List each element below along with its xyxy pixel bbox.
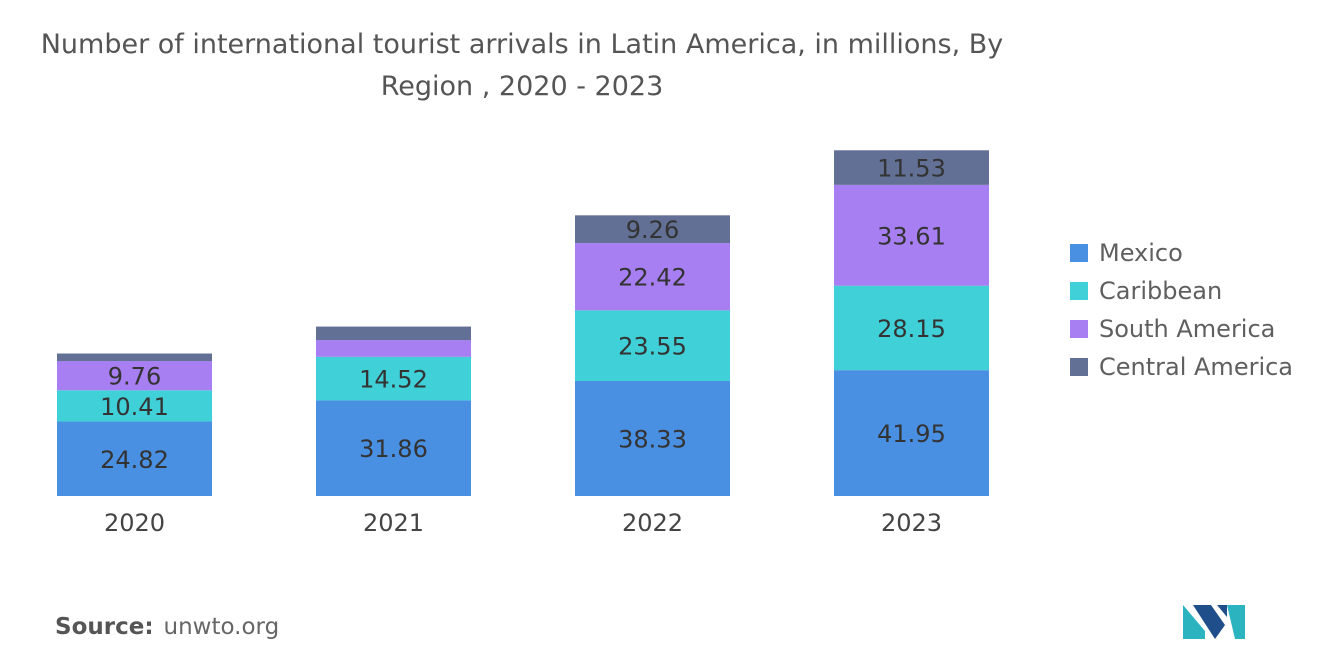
data-label-caribbean-2021: 14.52 (359, 366, 428, 394)
brand-logo (1183, 605, 1245, 639)
bar-central-america-2022 (575, 215, 730, 244)
data-label-south-america-2022: 22.42 (618, 264, 687, 292)
bar-central-america-2020 (57, 353, 212, 362)
source-value: unwto.org (163, 614, 280, 640)
bar-south-america-2021 (316, 340, 471, 357)
legend-label-caribbean: Caribbean (1099, 277, 1223, 305)
data-label-mexico-2023: 41.95 (877, 420, 946, 448)
legend-swatch-south-america (1070, 320, 1088, 338)
legend-swatch-caribbean (1070, 282, 1088, 300)
legend-swatch-mexico (1070, 244, 1088, 262)
bar-caribbean-2020 (57, 390, 212, 422)
legend-swatch-central-america (1070, 358, 1088, 376)
legend-label-south-america: South America (1099, 315, 1276, 343)
bar-south-america-2023 (834, 184, 989, 286)
data-label-south-america-2020: 9.76 (108, 363, 161, 391)
bar-caribbean-2022 (575, 310, 730, 382)
logo-left-shape (1183, 605, 1205, 639)
bar-south-america-2022 (575, 243, 730, 311)
bar-mexico-2020 (57, 421, 212, 496)
logo-middle-shape (1193, 605, 1225, 639)
legend-item-central-america: Central America (1070, 348, 1293, 386)
x-tick-label-2023: 2023 (881, 509, 942, 537)
bar-caribbean-2021 (316, 356, 471, 401)
data-label-caribbean-2023: 28.15 (877, 315, 946, 343)
bar-mexico-2021 (316, 400, 471, 496)
bar-mexico-2022 (575, 381, 730, 496)
data-label-central-america-2022: 9.26 (626, 216, 679, 244)
legend: Mexico Caribbean South America Central Amer… (1070, 234, 1293, 386)
logo-right-shape (1227, 605, 1245, 639)
data-label-caribbean-2022: 23.55 (618, 333, 687, 361)
data-label-south-america-2023: 33.61 (877, 222, 946, 250)
logo-accent-shape (1217, 605, 1227, 617)
x-tick-label-2020: 2020 (104, 509, 165, 537)
legend-label-mexico: Mexico (1099, 239, 1183, 267)
x-tick-label-2021: 2021 (363, 509, 424, 537)
data-label-mexico-2021: 31.86 (359, 435, 428, 463)
data-label-caribbean-2020: 10.41 (100, 393, 169, 421)
bar-south-america-2020 (57, 361, 212, 391)
bar-caribbean-2023 (834, 285, 989, 371)
data-label-central-america-2023: 11.53 (877, 155, 946, 183)
legend-item-mexico: Mexico (1070, 234, 1293, 272)
legend-label-central-america: Central America (1099, 353, 1294, 381)
bar-central-america-2023 (834, 150, 989, 185)
data-label-mexico-2022: 38.33 (618, 426, 687, 454)
bar-central-america-2021 (316, 326, 471, 341)
x-tick-label-2022: 2022 (622, 509, 683, 537)
legend-item-south-america: South America (1070, 310, 1293, 348)
source-label: Source: (55, 614, 154, 640)
source-note: Source: unwto.org (55, 614, 279, 640)
chart-title: Number of international tourist arrivals… (40, 29, 1004, 102)
bar-mexico-2023 (834, 370, 989, 496)
data-label-mexico-2020: 24.82 (100, 446, 169, 474)
legend-item-caribbean: Caribbean (1070, 272, 1293, 310)
